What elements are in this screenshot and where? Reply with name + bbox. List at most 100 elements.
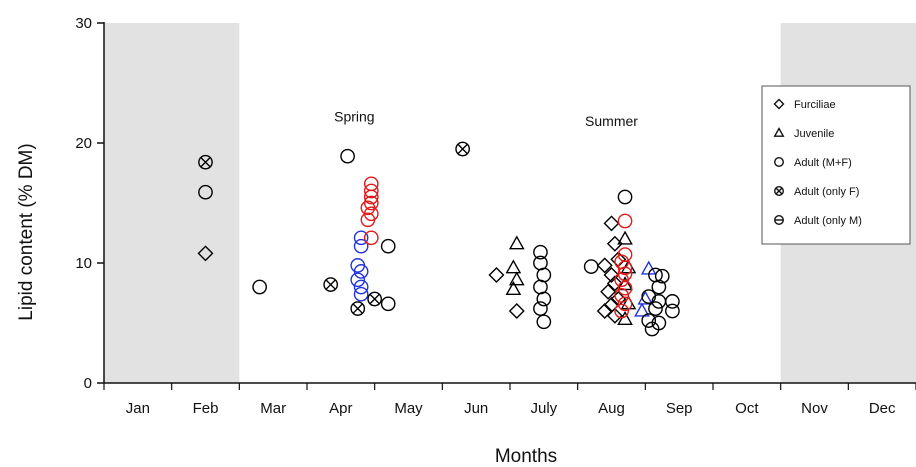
x-tick-label: Dec <box>869 400 896 417</box>
marker-shape <box>617 230 633 245</box>
marker-shape <box>614 272 630 288</box>
data-point <box>614 303 630 319</box>
data-point <box>536 267 552 283</box>
marker-shape <box>614 288 630 303</box>
marker-shape <box>252 279 267 295</box>
data-point <box>648 301 663 316</box>
marker-shape <box>353 264 369 279</box>
data-points <box>197 141 680 337</box>
marker-shape <box>617 280 633 296</box>
data-point <box>367 291 383 307</box>
data-point <box>508 271 525 286</box>
marker-shape <box>603 267 620 283</box>
marker-shape <box>198 184 213 200</box>
marker-shape <box>533 244 548 260</box>
data-point <box>583 259 599 274</box>
marker-shape <box>533 301 548 316</box>
marker-cross <box>352 303 363 314</box>
data-point <box>640 260 657 275</box>
data-point <box>606 275 623 292</box>
data-point <box>488 267 505 283</box>
x-tick-label: Jan <box>126 400 150 417</box>
data-point <box>596 303 613 319</box>
data-point <box>360 212 376 228</box>
marker-shape <box>505 280 522 295</box>
marker-shape <box>617 310 633 325</box>
data-point <box>617 213 633 229</box>
marker-shape <box>603 215 620 232</box>
x-tick-label: Sep <box>666 400 693 417</box>
marker-shape <box>600 283 617 300</box>
marker-shape <box>380 238 396 254</box>
data-point <box>641 289 657 304</box>
marker-shape <box>353 230 369 246</box>
data-point <box>353 238 369 254</box>
x-tick-label: Jun <box>464 400 488 417</box>
marker-shape <box>617 296 633 312</box>
marker-shape <box>360 212 376 228</box>
data-point <box>252 279 267 295</box>
data-point <box>380 238 396 254</box>
data-point <box>350 272 366 288</box>
marker-shape <box>648 301 663 316</box>
legend-label: Juvenile <box>794 128 834 140</box>
data-point <box>533 244 548 260</box>
data-point <box>353 230 369 246</box>
x-tick-label: Feb <box>193 400 219 417</box>
legend: Furciliae Juvenile Adult (M+F) Adult (only … <box>761 85 911 245</box>
data-point <box>363 195 379 211</box>
marker-shape <box>536 291 552 307</box>
marker-cross <box>457 144 468 154</box>
data-point <box>614 272 630 288</box>
data-point <box>617 310 633 325</box>
marker-shape <box>640 260 657 275</box>
data-point <box>600 283 617 300</box>
legend-marker <box>773 98 785 110</box>
y-tick-label: 30 <box>75 15 92 32</box>
legend-marker <box>773 127 785 137</box>
x-tick-label: July <box>530 400 557 417</box>
y-ticks: 0 10 20 30 <box>75 15 104 392</box>
marker-shape <box>353 279 369 295</box>
marker-shape <box>198 154 213 170</box>
data-point <box>455 141 470 157</box>
data-point <box>198 184 213 200</box>
marker-shape <box>614 303 630 319</box>
marker-shape <box>197 245 214 262</box>
marker-shape <box>353 238 369 254</box>
data-point <box>533 279 548 295</box>
data-point <box>651 279 667 295</box>
data-point <box>596 257 613 274</box>
legend-label: Adult (only F) <box>794 186 859 198</box>
data-point <box>617 296 633 312</box>
marker-shape <box>508 271 525 286</box>
x-ticks: Jan Feb Mar Apr May Jun July Aug Sep Oct Nov Dec <box>103 383 916 417</box>
legend-label: Furciliae <box>794 99 836 111</box>
data-point <box>353 286 369 302</box>
legend-box <box>761 85 911 245</box>
data-point <box>614 288 630 303</box>
data-point <box>340 148 355 164</box>
x-tick-label: Aug <box>598 400 625 417</box>
data-point <box>198 154 213 170</box>
data-point <box>654 268 670 284</box>
annotation-label: Summer <box>585 113 638 129</box>
marker-shape <box>654 268 670 284</box>
marker-shape <box>488 267 505 283</box>
data-point <box>508 235 525 250</box>
marker-shape <box>617 213 633 229</box>
marker-shape <box>505 259 522 274</box>
data-point <box>603 267 620 283</box>
x-tick-label: Mar <box>260 400 286 417</box>
data-point <box>665 294 680 309</box>
data-point <box>644 321 660 337</box>
data-point <box>353 279 369 295</box>
marker-shape <box>774 215 784 225</box>
legend-label: Adult (M+F) <box>794 157 852 169</box>
data-point <box>665 303 680 319</box>
marker-shape <box>380 296 396 312</box>
legend-marker <box>774 186 784 196</box>
data-point <box>380 296 396 312</box>
data-point <box>641 313 657 328</box>
y-tick-label: 0 <box>84 375 92 392</box>
